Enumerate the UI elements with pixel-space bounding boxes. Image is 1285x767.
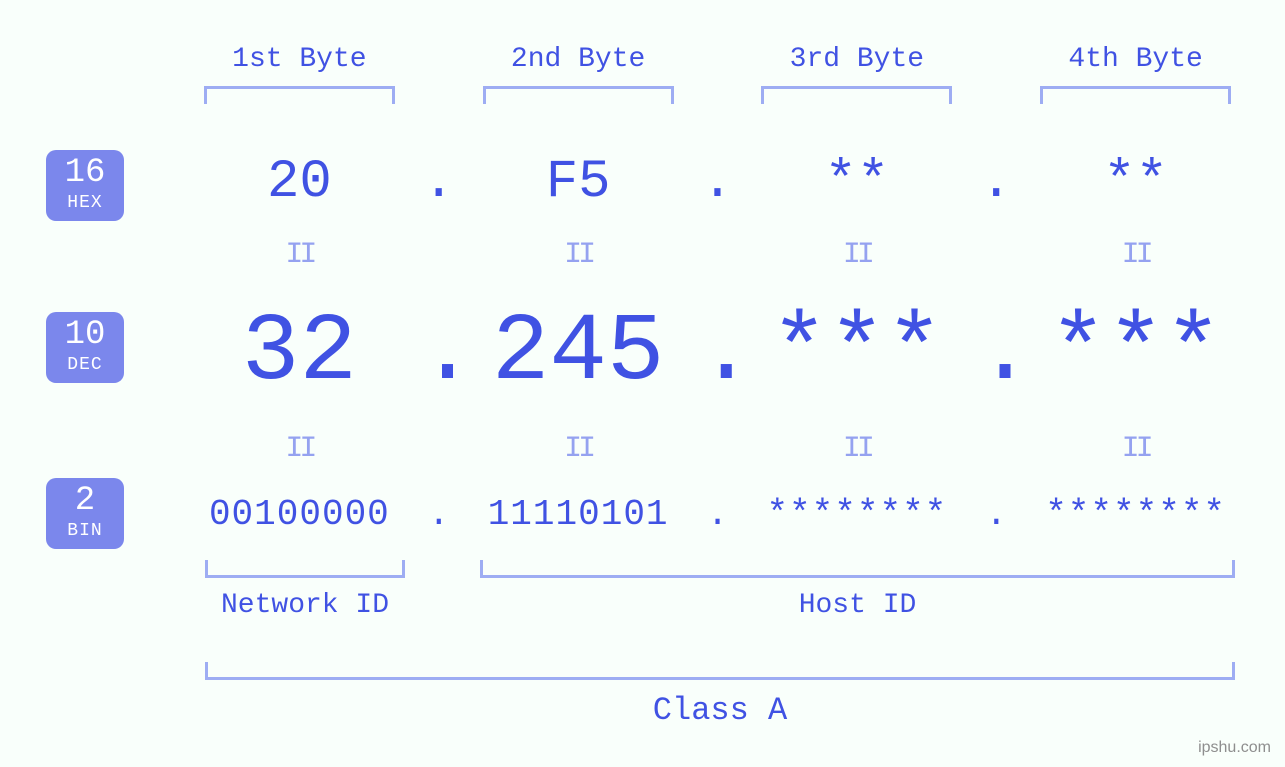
dot-sep: . bbox=[976, 298, 1016, 407]
badge-dec: 10 DEC bbox=[46, 312, 124, 383]
dot-sep: . bbox=[419, 494, 459, 535]
class-bracket-row: Class A bbox=[180, 662, 1255, 742]
class-label: Class A bbox=[205, 692, 1235, 729]
equals-icon: II bbox=[1016, 432, 1255, 466]
dot-sep: . bbox=[698, 298, 738, 407]
badge-bin: 2 BIN bbox=[46, 478, 124, 549]
badge-hex-num: 16 bbox=[46, 156, 124, 192]
id-brackets: Network ID Host ID bbox=[180, 560, 1255, 640]
bracket-icon bbox=[761, 86, 952, 104]
hex-byte-3: ** bbox=[738, 152, 977, 213]
hex-byte-2: F5 bbox=[459, 152, 698, 213]
dec-byte-4: *** bbox=[1016, 298, 1255, 407]
ip-diagram: 16 HEX 10 DEC 2 BIN 1st Byte 2nd Byte 3r… bbox=[0, 0, 1285, 767]
equals-icon: II bbox=[738, 432, 977, 466]
dot-sep: . bbox=[976, 152, 1016, 213]
equals-row-1: II II II II bbox=[180, 238, 1255, 272]
equals-icon: II bbox=[180, 238, 419, 272]
bracket-icon bbox=[204, 86, 395, 104]
network-id-label: Network ID bbox=[205, 590, 405, 621]
byte-header-4: 4th Byte bbox=[1016, 44, 1255, 75]
badge-bin-label: BIN bbox=[46, 522, 124, 541]
bin-byte-4: ******** bbox=[1016, 494, 1255, 535]
top-brackets bbox=[180, 86, 1255, 106]
equals-row-2: II II II II bbox=[180, 432, 1255, 466]
watermark: ipshu.com bbox=[1198, 739, 1271, 757]
bin-byte-1: 00100000 bbox=[180, 494, 419, 535]
equals-icon: II bbox=[459, 238, 698, 272]
bracket-icon bbox=[1040, 86, 1231, 104]
hex-byte-1: 20 bbox=[180, 152, 419, 213]
hex-row: 20 . F5 . ** . ** bbox=[180, 152, 1255, 213]
dec-byte-1: 32 bbox=[180, 298, 419, 407]
equals-icon: II bbox=[1016, 238, 1255, 272]
badge-hex-label: HEX bbox=[46, 194, 124, 213]
equals-icon: II bbox=[459, 432, 698, 466]
dec-byte-2: 245 bbox=[459, 298, 698, 407]
badge-dec-num: 10 bbox=[46, 318, 124, 354]
bin-row: 00100000 . 11110101 . ******** . *******… bbox=[180, 494, 1255, 535]
byte-header-3: 3rd Byte bbox=[738, 44, 977, 75]
bin-byte-2: 11110101 bbox=[459, 494, 698, 535]
dec-row: 32 . 245 . *** . *** bbox=[180, 298, 1255, 407]
dot-sep: . bbox=[698, 152, 738, 213]
class-bracket-icon bbox=[205, 662, 1235, 680]
dot-sep: . bbox=[698, 494, 738, 535]
badge-bin-num: 2 bbox=[46, 484, 124, 520]
hex-byte-4: ** bbox=[1016, 152, 1255, 213]
network-bracket-icon bbox=[205, 560, 405, 578]
badge-dec-label: DEC bbox=[46, 356, 124, 375]
equals-icon: II bbox=[738, 238, 977, 272]
host-bracket-icon bbox=[480, 560, 1235, 578]
byte-header-1: 1st Byte bbox=[180, 44, 419, 75]
dec-byte-3: *** bbox=[738, 298, 977, 407]
bracket-icon bbox=[483, 86, 674, 104]
dot-sep: . bbox=[419, 298, 459, 407]
byte-header-row: 1st Byte 2nd Byte 3rd Byte 4th Byte bbox=[180, 44, 1255, 75]
host-id-label: Host ID bbox=[480, 590, 1235, 621]
byte-header-2: 2nd Byte bbox=[459, 44, 698, 75]
dot-sep: . bbox=[976, 494, 1016, 535]
dot-sep: . bbox=[419, 152, 459, 213]
bin-byte-3: ******** bbox=[738, 494, 977, 535]
badge-hex: 16 HEX bbox=[46, 150, 124, 221]
equals-icon: II bbox=[180, 432, 419, 466]
